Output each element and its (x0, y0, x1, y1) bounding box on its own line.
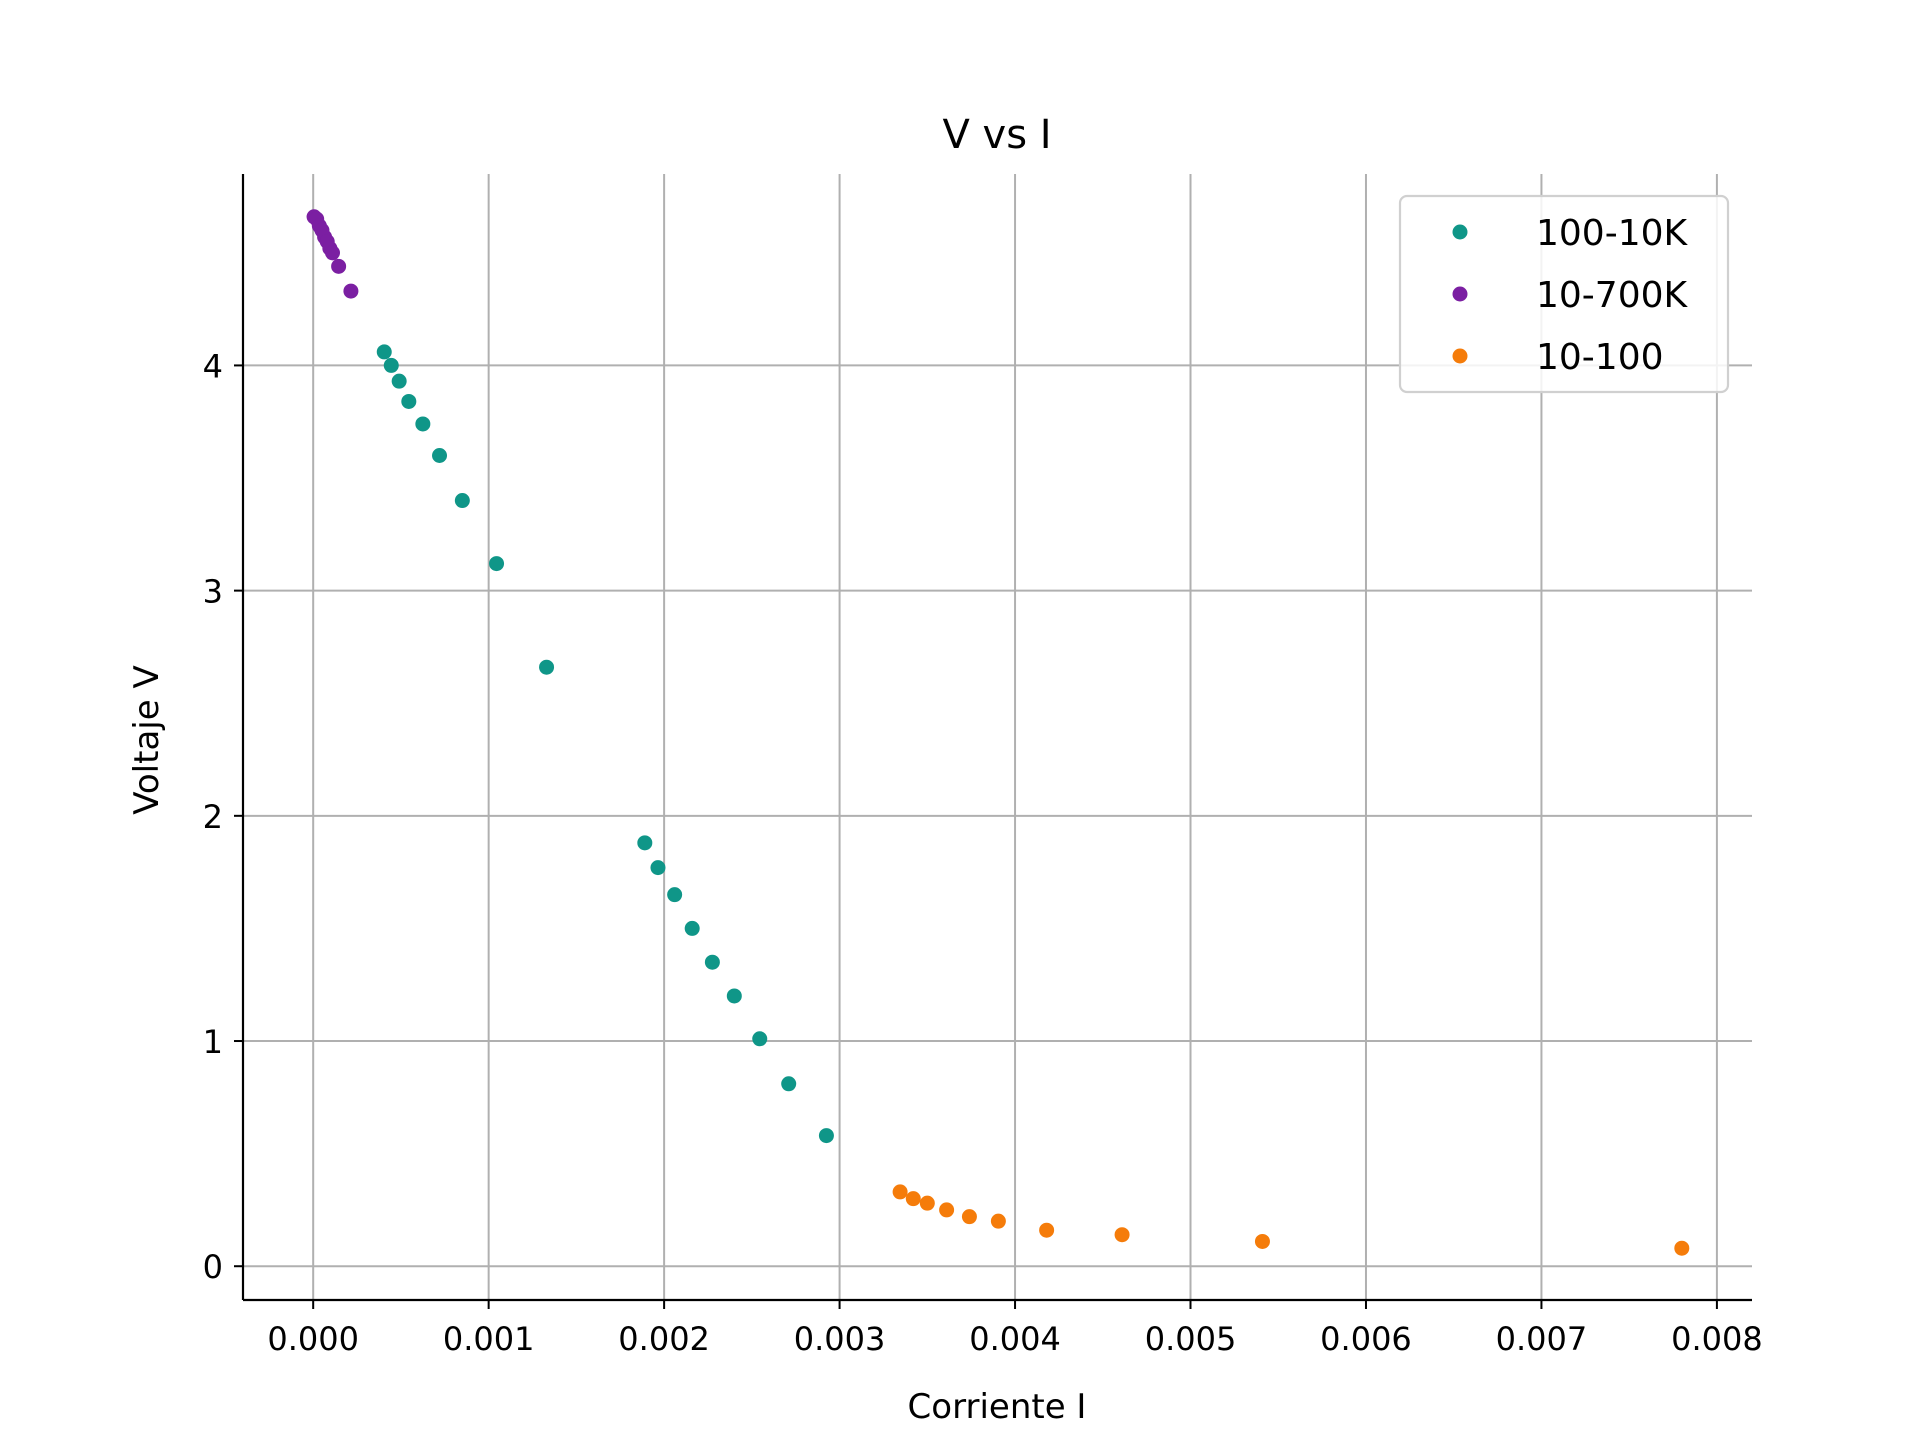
data-point-series-1 (331, 258, 347, 274)
legend-label: 10-100 (1536, 337, 1664, 378)
x-tick-label: 0.003 (794, 1320, 886, 1358)
data-point-series-0 (383, 357, 399, 373)
legend-marker (1452, 286, 1468, 302)
data-point-series-0 (415, 416, 431, 432)
data-point-series-2 (905, 1191, 921, 1207)
x-tick-label: 0.006 (1320, 1320, 1412, 1358)
data-point-series-0 (684, 920, 700, 936)
data-point-series-0 (781, 1076, 797, 1092)
x-tick-label: 0.007 (1496, 1320, 1588, 1358)
legend-label: 10-700K (1536, 275, 1689, 316)
legend-box (1398, 194, 1730, 394)
data-point-series-2 (939, 1202, 955, 1218)
data-point-series-0 (752, 1031, 768, 1047)
axes (241, 174, 1752, 1302)
data-point-series-2 (919, 1195, 935, 1211)
chart-title: V vs I (942, 112, 1051, 158)
data-points (306, 209, 1690, 1256)
data-point-series-0 (401, 393, 417, 409)
y-tick-label: 2 (203, 798, 223, 836)
x-tick-label: 0.002 (618, 1320, 710, 1358)
x-tick-label: 0.004 (969, 1320, 1061, 1358)
data-point-series-0 (391, 373, 407, 389)
x-tick-label: 0.005 (1145, 1320, 1237, 1358)
data-point-series-0 (454, 493, 470, 509)
x-tick-label: 0.008 (1671, 1320, 1763, 1358)
ticks: 0.000 0.001 0.002 0.003 0.004 0.005 0.006 0.007… (203, 347, 1763, 1358)
legend: 100-10K 10-700K 10-100 (1398, 194, 1730, 394)
y-tick-label: 1 (203, 1023, 223, 1061)
data-point-series-2 (961, 1209, 977, 1225)
data-point-series-0 (726, 988, 742, 1004)
data-point-series-2 (892, 1184, 908, 1200)
x-tick-label: 0.000 (267, 1320, 359, 1358)
y-tick-label: 3 (203, 573, 223, 611)
data-point-series-0 (637, 835, 653, 851)
data-point-series-2 (1039, 1222, 1055, 1238)
data-point-series-2 (990, 1213, 1006, 1229)
legend-marker (1452, 348, 1468, 364)
data-point-series-0 (704, 954, 720, 970)
data-point-series-0 (489, 556, 505, 572)
data-point-series-1 (343, 283, 359, 299)
data-point-series-0 (650, 860, 666, 876)
data-point-series-0 (818, 1128, 834, 1144)
y-axis-label: Voltaje V (127, 665, 167, 814)
data-point-series-1 (324, 245, 340, 261)
y-tick-label: 4 (203, 347, 223, 385)
data-point-series-2 (1254, 1233, 1270, 1249)
x-axis-label: Corriente I (908, 1387, 1087, 1427)
y-tick-label: 0 (203, 1248, 223, 1286)
data-point-series-0 (667, 887, 683, 903)
data-point-series-2 (1114, 1227, 1130, 1243)
data-point-series-0 (376, 344, 392, 360)
legend-marker (1452, 224, 1468, 240)
data-point-series-0 (432, 448, 448, 463)
data-point-series-0 (539, 659, 555, 675)
data-point-series-2 (1674, 1240, 1690, 1256)
legend-label: 100-10K (1536, 213, 1689, 254)
x-tick-label: 0.001 (443, 1320, 535, 1358)
